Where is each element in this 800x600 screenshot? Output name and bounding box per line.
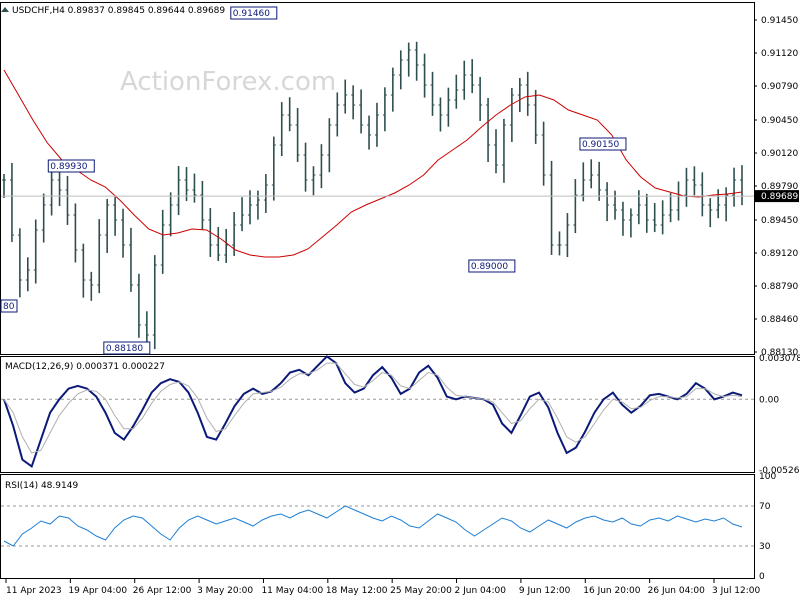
time-tick-label: 26 Apr 12:00 bbox=[133, 586, 192, 596]
price-annotation-box bbox=[579, 137, 627, 151]
rsi-tick-label: 30 bbox=[759, 542, 771, 552]
time-axis: 11 Apr 2023 19 Apr 04:00 26 Apr 12:00 3 May… bbox=[5, 579, 761, 596]
rsi-series-line bbox=[3, 505, 743, 547]
price-tick-label: 0.88790 bbox=[761, 282, 798, 292]
price-annotation-box bbox=[0, 299, 18, 313]
price-tick-label: 0.89450 bbox=[761, 216, 798, 226]
macd-tick-label: 0.00 bbox=[759, 395, 779, 405]
price-tick-label: 0.88460 bbox=[761, 315, 798, 325]
macd-tick-label: 0.003078 bbox=[759, 354, 800, 364]
macd-lines bbox=[3, 355, 743, 468]
macd-axis: 0.003078 0.00 -0.005268 bbox=[1, 354, 800, 476]
rsi-panel-frame bbox=[0, 474, 755, 579]
price-annotation-label: 0.89930 bbox=[50, 162, 87, 172]
current-price-tag bbox=[755, 190, 799, 203]
time-tick-label: 18 May 12:00 bbox=[326, 586, 388, 596]
price-tick-label: 0.91450 bbox=[761, 16, 798, 26]
watermark-text: ActionForex.com bbox=[120, 67, 336, 97]
price-tick-label: 0.89120 bbox=[761, 249, 798, 259]
symbol-icon bbox=[1, 7, 9, 12]
macd-panel-frame bbox=[0, 356, 755, 473]
time-tick-label: 11 Apr 2023 bbox=[6, 586, 62, 596]
rsi-line bbox=[3, 505, 743, 547]
time-tick-label: 16 Jun 20:00 bbox=[583, 586, 640, 596]
price-tick-label: 0.88130 bbox=[761, 348, 798, 358]
rsi-tick-label: 100 bbox=[759, 472, 776, 482]
price-tick-label: 0.89790 bbox=[761, 182, 798, 192]
time-tick-label: 19 Apr 04:00 bbox=[68, 586, 127, 596]
price-axis: 0.91450 0.91120 0.90790 0.90450 0.90120 0.897… bbox=[754, 16, 798, 358]
current-price-marker: 0.89689 bbox=[1, 190, 799, 203]
rsi-tick-label: 0 bbox=[759, 572, 765, 582]
price-panel-frame bbox=[0, 2, 755, 355]
price-tick-label: 0.90120 bbox=[761, 149, 798, 159]
price-annotation-label: 0.90150 bbox=[582, 140, 619, 150]
price-annotation-label: 80 bbox=[3, 302, 15, 312]
price-annotation-label: 0.89000 bbox=[471, 262, 508, 272]
time-tick-label: 9 Jun 12:00 bbox=[519, 586, 571, 596]
price-annotation-label: 0.91460 bbox=[233, 9, 270, 19]
price-tick-label: 0.91120 bbox=[761, 49, 798, 59]
rsi-title: RSI(14) 48.9149 bbox=[5, 481, 78, 491]
price-annotation-box bbox=[468, 259, 516, 273]
rsi-axis: 100 70 30 0 bbox=[1, 472, 776, 582]
price-annotation-label: 0.88180 bbox=[106, 344, 143, 354]
macd-tick-label: -0.005268 bbox=[759, 466, 800, 476]
price-annotations: 0.91460 0.89930 0.88180 0.89000 0.90150 80 bbox=[0, 6, 627, 355]
time-tick-label: 3 Jul 12:00 bbox=[712, 586, 761, 596]
macd-signal-line bbox=[3, 362, 743, 454]
time-tick-label: 25 May 20:00 bbox=[390, 586, 452, 596]
price-annotation-box bbox=[230, 6, 278, 20]
price-annotation-box bbox=[103, 341, 151, 355]
time-tick-label: 11 May 04:00 bbox=[261, 586, 323, 596]
time-tick-label: 2 Jun 04:00 bbox=[455, 586, 507, 596]
rsi-tick-label: 70 bbox=[759, 502, 771, 512]
macd-title: MACD(12,26,9) 0.000371 0.000227 bbox=[5, 362, 165, 372]
time-tick-label: 3 May 20:00 bbox=[197, 586, 253, 596]
time-tick-label: 26 Jun 04:00 bbox=[648, 586, 705, 596]
current-price-label: 0.89689 bbox=[761, 192, 798, 202]
price-tick-label: 0.90450 bbox=[761, 116, 798, 126]
price-annotation-box bbox=[47, 159, 95, 173]
price-tick-label: 0.90790 bbox=[761, 82, 798, 92]
symbol-info: USDCHF,H4 0.89837 0.89845 0.89644 0.8968… bbox=[12, 6, 225, 16]
